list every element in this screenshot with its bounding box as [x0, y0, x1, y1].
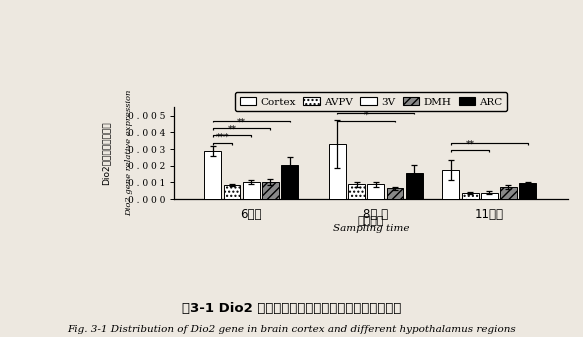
Bar: [406, 173, 423, 199]
Bar: [262, 182, 279, 199]
Bar: [481, 193, 498, 199]
Text: **: **: [237, 118, 246, 127]
Text: Sampling time: Sampling time: [333, 224, 409, 233]
Text: ***: ***: [216, 133, 229, 142]
Text: Fig. 3-1 Distribution of Dio2 gene in brain cortex and different hypothalamus re: Fig. 3-1 Distribution of Dio2 gene in br…: [67, 325, 516, 334]
Bar: [519, 183, 536, 199]
Bar: [367, 184, 384, 199]
Text: *: *: [364, 110, 368, 119]
Bar: [329, 144, 346, 199]
Legend: Cortex, AVPV, 3V, DMH, ARC: Cortex, AVPV, 3V, DMH, ARC: [235, 92, 507, 112]
Text: 取样时间: 取样时间: [358, 216, 384, 226]
Text: Dio2 gene relative expression: Dio2 gene relative expression: [125, 90, 133, 216]
Bar: [223, 185, 241, 199]
Bar: [205, 151, 222, 199]
Bar: [462, 193, 479, 199]
Bar: [243, 182, 259, 199]
Text: 图3-1 Dio2 基因在大脑皮层和下丘脑各脑区表达分布: 图3-1 Dio2 基因在大脑皮层和下丘脑各脑区表达分布: [182, 302, 401, 315]
Text: **: **: [466, 140, 475, 149]
Bar: [500, 187, 517, 199]
Bar: [442, 170, 459, 199]
Text: Dio2基因的相对表达量: Dio2基因的相对表达量: [101, 121, 110, 185]
Bar: [348, 184, 365, 199]
Bar: [281, 165, 298, 199]
Text: **: **: [227, 125, 237, 133]
Bar: [387, 188, 403, 199]
